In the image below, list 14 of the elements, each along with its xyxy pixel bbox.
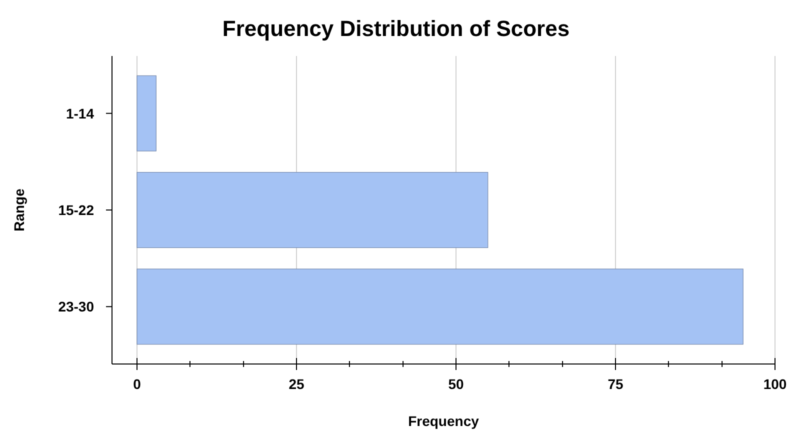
x-tick-label: 100 — [763, 376, 787, 392]
x-axis-title: Frequency — [408, 413, 480, 429]
bar — [136, 268, 744, 345]
bar — [136, 172, 488, 248]
bar — [136, 75, 156, 152]
y-axis-title: Range — [11, 188, 27, 232]
x-tick-label: 0 — [133, 376, 142, 392]
x-tick-label: 25 — [288, 376, 304, 392]
y-tick-label: 15-22 — [58, 202, 94, 218]
x-tick-label: 50 — [448, 376, 464, 392]
y-tick-label: 23-30 — [58, 298, 94, 315]
chart-title: Frequency Distribution of Scores — [222, 16, 570, 41]
y-tick-label: 1-14 — [66, 105, 94, 122]
x-tick-label: 75 — [608, 376, 624, 392]
